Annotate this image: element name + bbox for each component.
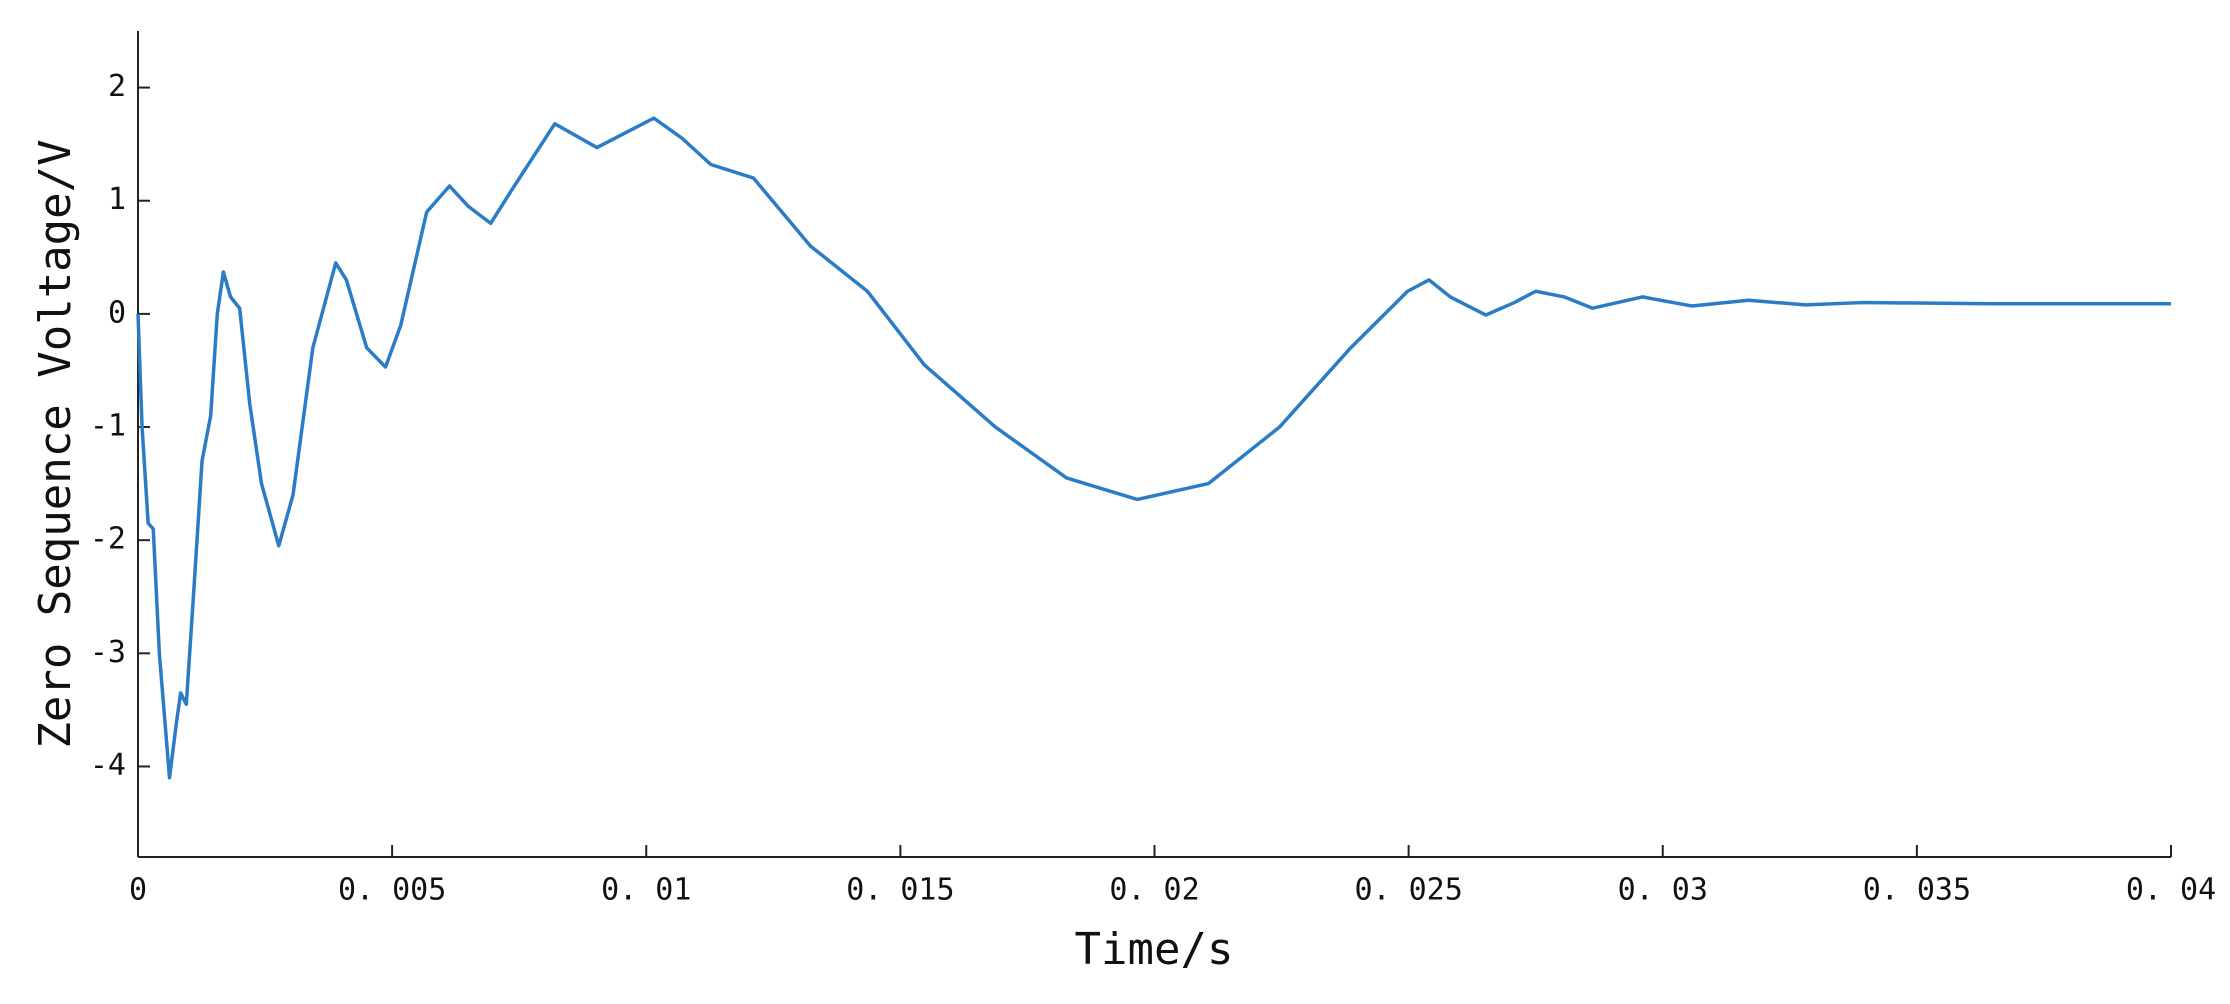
x-tick-label: 0. 03	[1618, 873, 1708, 908]
y-tick-label: -4	[90, 748, 126, 783]
y-tick-label: -3	[90, 635, 126, 670]
x-tick-label: 0. 035	[1863, 873, 1971, 908]
x-tick-label: 0. 02	[1109, 873, 1199, 908]
x-tick-label: 0. 005	[338, 873, 446, 908]
y-tick-label: -2	[90, 522, 126, 557]
y-tick-label: 2	[108, 69, 126, 104]
x-axis-title: Time/s	[1075, 924, 1234, 975]
y-tick-label: -1	[90, 409, 126, 444]
data-line	[136, 116, 2171, 780]
y-tick-label: 0	[108, 295, 126, 330]
x-tick-label: 0. 01	[601, 873, 691, 908]
x-tick-label: 0. 04	[2126, 873, 2216, 908]
y-axis-title: Zero Sequence Voltage/V	[30, 139, 81, 748]
x-tick-label: 0. 025	[1354, 873, 1462, 908]
x-tick-label: 0	[129, 873, 147, 908]
x-tick-label: 0. 015	[846, 873, 954, 908]
y-tick-label: 1	[108, 182, 126, 217]
